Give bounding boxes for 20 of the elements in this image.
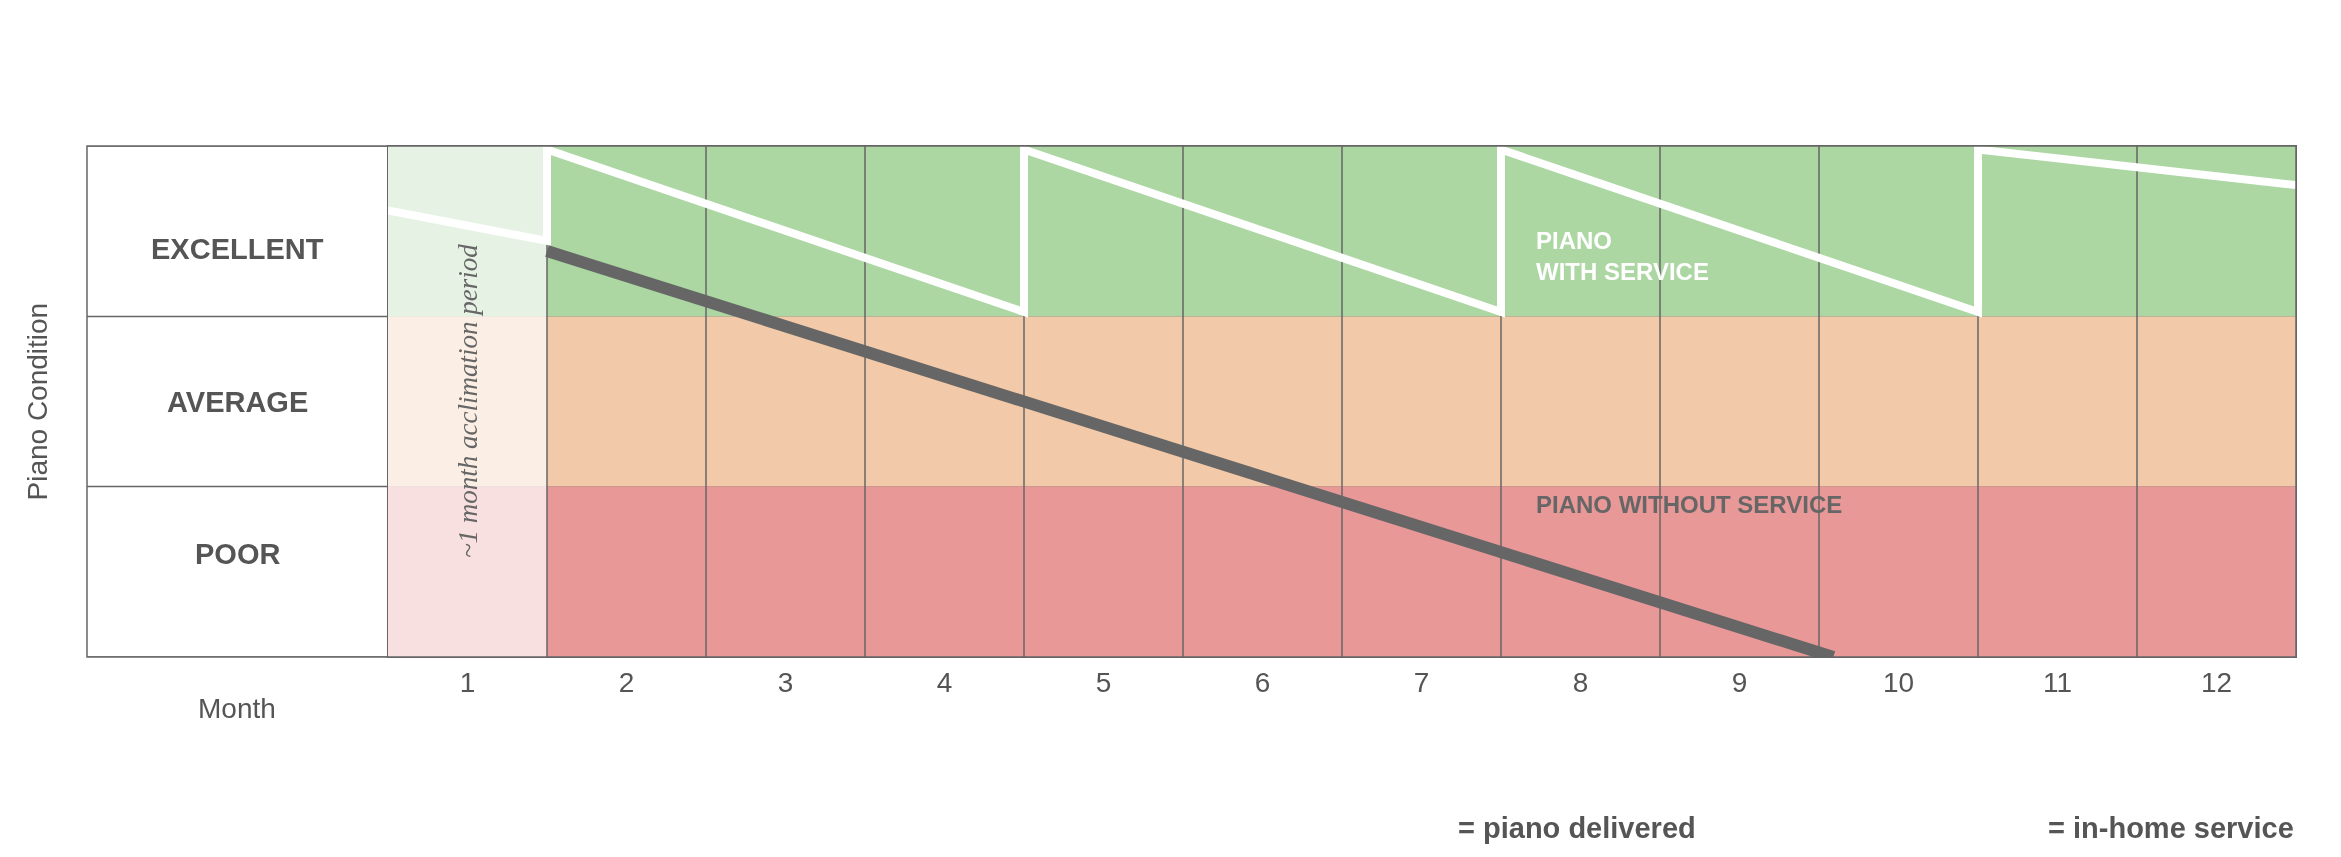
text: = in-home service — [2048, 812, 2294, 844]
x-tick-label: 1 — [459, 666, 476, 698]
x-tick-label: 10 — [1882, 666, 1915, 698]
x-tick-label: 7 — [1413, 666, 1430, 698]
x-tick-label: 6 — [1254, 666, 1271, 698]
x-tick-label: 11 — [2042, 666, 2073, 698]
text: EXCELLENT — [151, 233, 324, 265]
text: POOR — [195, 538, 281, 570]
text: = piano delivered — [1458, 812, 1696, 844]
x-axis-title: Month — [198, 693, 276, 724]
x-tick-label: 3 — [777, 666, 794, 698]
x-tick-label: 12 — [2200, 666, 2233, 698]
text: Piano Condition — [21, 302, 53, 501]
x-tick-label: 4 — [936, 666, 953, 698]
x-tick-label: 8 — [1572, 666, 1589, 698]
x-tick-label: 9 — [1731, 666, 1748, 698]
x-tick-label: 2 — [618, 666, 635, 698]
text: AVERAGE — [167, 386, 309, 418]
x-tick-label: 5 — [1095, 666, 1112, 698]
band-label: ~1 month acclimation period — [453, 243, 483, 558]
